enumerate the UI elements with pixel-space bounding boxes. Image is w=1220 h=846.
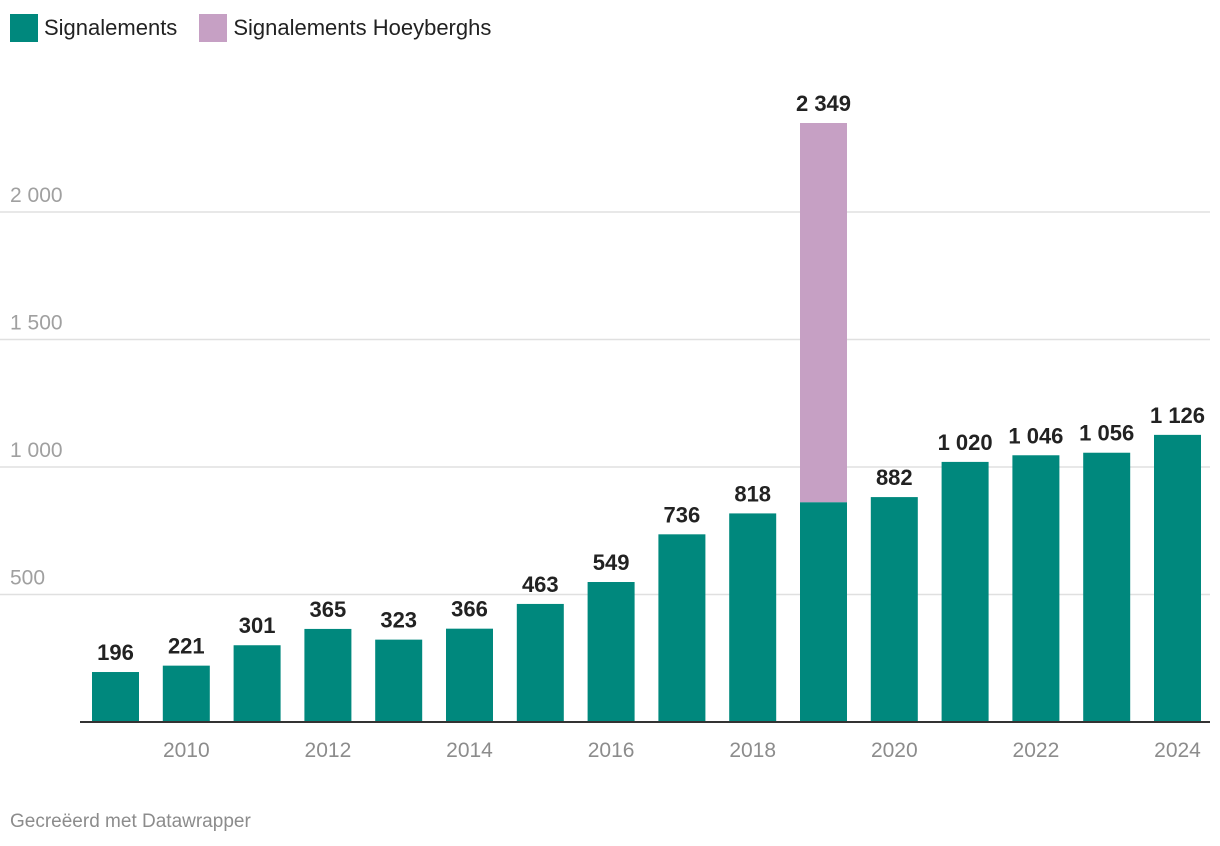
bar-signalements (870, 497, 918, 722)
bar-signalements (233, 645, 281, 722)
y-tick-label: 1 000 (10, 439, 63, 462)
legend-label-hoeyberghs: Signalements Hoeyberghs (233, 15, 492, 40)
footer-credit: Gecreëerd met Datawrapper (10, 811, 251, 832)
y-tick-label: 2 000 (10, 184, 63, 207)
bar-value-label: 1 020 (938, 430, 993, 455)
bar-signalements (92, 672, 139, 722)
bar-signalements (658, 534, 706, 722)
bar-hoeyberghs (800, 123, 847, 503)
bar-signalements (587, 582, 635, 722)
bar-value-label: 365 (310, 597, 347, 622)
bar-value-label: 196 (97, 640, 134, 665)
y-tick-label: 1 500 (10, 312, 63, 335)
legend-item-hoeyberghs: Signalements Hoeyberghs (199, 14, 491, 42)
x-tick-label: 2024 (1154, 739, 1201, 762)
bar-value-label: 463 (522, 572, 559, 597)
bar-signalements (162, 665, 210, 722)
x-tick-label: 2012 (305, 739, 352, 762)
bar-signalements (729, 513, 777, 722)
bar-value-label: 323 (380, 608, 417, 633)
bar-signalements (941, 461, 989, 722)
bar-signalements (516, 603, 564, 722)
legend-label-signalements: Signalements (44, 15, 178, 40)
x-tick-label: 2018 (729, 739, 776, 762)
bar-value-label: 736 (664, 502, 701, 527)
bar-signalements (446, 628, 493, 722)
bar-value-label: 221 (168, 634, 205, 659)
x-tick-label: 2014 (446, 739, 493, 762)
bar-value-label: 1 046 (1008, 423, 1063, 448)
bar-signalements (304, 628, 352, 722)
x-tick-label: 2022 (1013, 739, 1060, 762)
bar-value-label: 1 126 (1150, 403, 1205, 428)
legend-swatch-hoeyberghs (199, 14, 228, 42)
y-tick-label: 500 (10, 567, 45, 590)
bar-signalements (1083, 452, 1131, 722)
x-tick-label: 2010 (163, 739, 210, 762)
legend-swatch-signalements (10, 14, 38, 42)
bar-value-label: 2 349 (796, 91, 851, 116)
bar-signalements (375, 639, 423, 722)
x-tick-label: 2016 (588, 739, 635, 762)
bar-signalements (800, 502, 847, 722)
bar-value-label: 301 (239, 613, 276, 638)
bar-value-label: 882 (876, 465, 913, 490)
bar-value-label: 549 (593, 550, 630, 575)
bar-signalements (1154, 434, 1201, 722)
legend-item-signalements: Signalements (10, 14, 177, 42)
bar-signalements (1012, 455, 1060, 722)
legend: Signalements Signalements Hoeyberghs (10, 14, 491, 42)
bar-value-label: 366 (451, 597, 488, 622)
bar-value-label: 1 056 (1079, 421, 1134, 446)
bar-value-label: 818 (734, 481, 771, 506)
x-tick-label: 2020 (871, 739, 918, 762)
